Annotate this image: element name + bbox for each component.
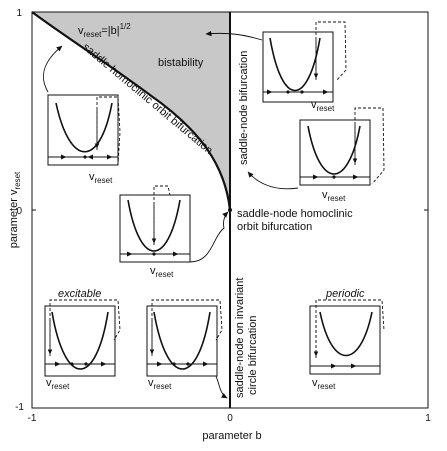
x-axis-label: parameter b bbox=[202, 430, 261, 442]
inset-1-caption: vreset bbox=[89, 171, 113, 185]
pointer-arrows bbox=[43, 30, 299, 399]
formula-label: vreset=|b|1/2 bbox=[78, 22, 131, 39]
inset-phase-portrait-7: vreset bbox=[309, 299, 385, 391]
inset-3-caption: vreset bbox=[322, 189, 346, 203]
inset-phase-portrait-6: vreset bbox=[146, 299, 223, 391]
inset-phase-portrait-3: vreset bbox=[299, 107, 385, 203]
snic-label-1: saddle-node on invariant bbox=[234, 278, 246, 398]
inset-2-caption: vreset bbox=[311, 99, 335, 113]
bifurcation-point bbox=[228, 208, 232, 212]
inset-phase-portrait-4: vreset bbox=[119, 185, 191, 279]
y-tick-minus1: -1 bbox=[15, 402, 24, 413]
sn-homoclinic-label-2: orbit bifurcation bbox=[237, 221, 312, 233]
saddle-homoclinic-curve bbox=[31, 11, 232, 211]
bistability-region bbox=[32, 12, 230, 210]
x-tick-1: 1 bbox=[425, 413, 431, 424]
x-tick-minus1: -1 bbox=[28, 413, 37, 424]
bistability-label: bistability bbox=[158, 57, 204, 69]
snic-label-2: circle bifurcation bbox=[247, 316, 259, 395]
y-tick-1: 1 bbox=[16, 8, 22, 19]
sn-homoclinic-label-1: saddle-node homoclinic bbox=[237, 208, 353, 220]
saddle-node-label: saddle-node bifurcation bbox=[238, 51, 250, 165]
excitable-label: excitable bbox=[58, 288, 101, 300]
inset-4-caption: vreset bbox=[150, 265, 174, 279]
x-tick-0: 0 bbox=[227, 413, 233, 424]
periodic-label: periodic bbox=[325, 288, 365, 300]
inset-phase-portrait-1: vreset bbox=[47, 94, 121, 185]
inset-phase-portrait-5: vreset bbox=[44, 299, 121, 391]
y-tick-0: 0 bbox=[16, 206, 22, 217]
inset-phase-portrait-2: vreset bbox=[262, 21, 347, 113]
inset-6-caption: vreset bbox=[148, 377, 172, 391]
inset-7-caption: vreset bbox=[312, 377, 336, 391]
inset-5-caption: vreset bbox=[46, 377, 70, 391]
y-axis-label: parameter vreset bbox=[8, 171, 22, 248]
